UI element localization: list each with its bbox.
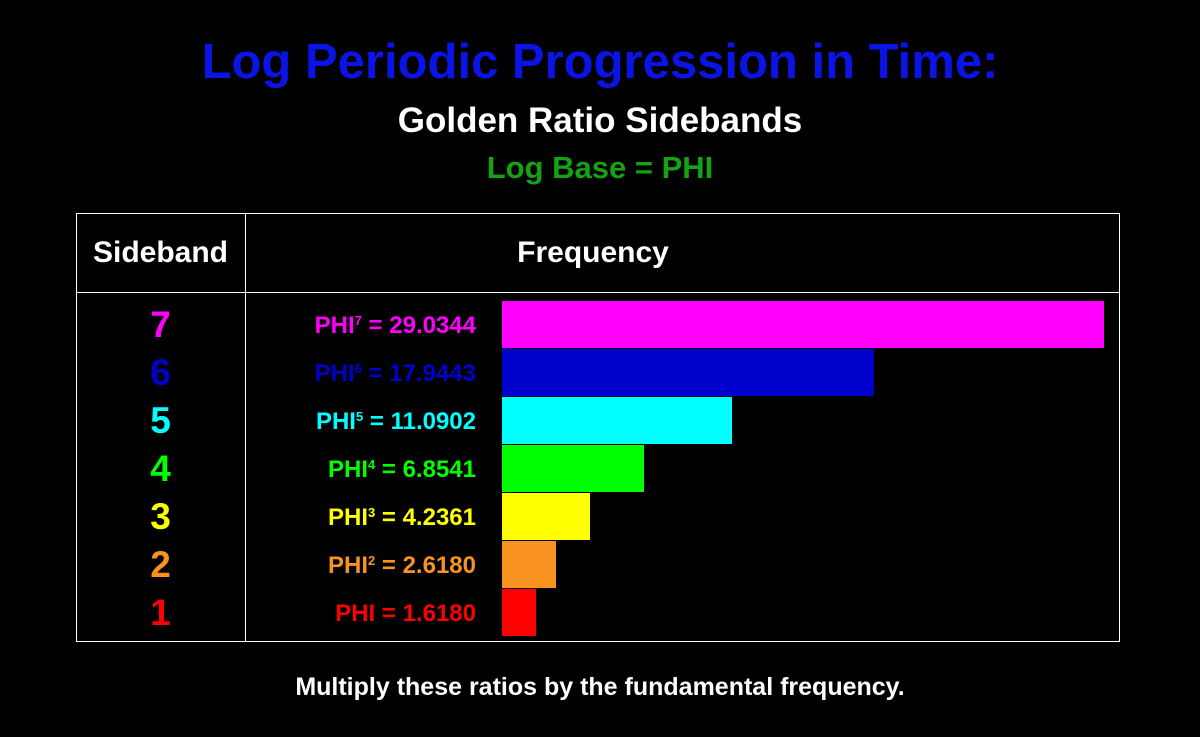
- label-base: PHI: [327, 456, 368, 483]
- sideband-column-header: Sideband: [92, 236, 228, 269]
- frequency-label: PHI4 = 6.8541: [250, 448, 476, 492]
- frequency-bar: [502, 445, 644, 492]
- header-divider: [76, 292, 1120, 293]
- sideband-number: 7: [150, 304, 171, 345]
- sideband-number: 5: [150, 400, 171, 441]
- frequency-bar: [502, 301, 1104, 348]
- frequency-bar: [502, 349, 874, 396]
- column-divider: [245, 213, 246, 642]
- label-exponent: 2: [368, 553, 376, 568]
- frequency-label: PHI7 = 29.0344: [250, 304, 476, 348]
- label-exponent: 3: [368, 505, 376, 520]
- sideband-number: 1: [150, 592, 171, 633]
- label-value: = 4.2361: [375, 504, 476, 531]
- chart-title: Log Periodic Progression in Time:: [201, 35, 999, 89]
- frequency-bar: [502, 589, 536, 636]
- frequency-label: PHI6 = 17.9443: [250, 352, 476, 396]
- label-base: PHI: [327, 552, 368, 579]
- label-exponent: 4: [368, 457, 376, 472]
- frequency-label: PHI = 1.6180: [250, 592, 476, 636]
- frequency-column-header: Frequency: [517, 236, 669, 269]
- label-base: PHI: [314, 360, 355, 387]
- label-base: PHI: [335, 600, 376, 627]
- label-value: = 1.6180: [375, 600, 476, 627]
- label-exponent: 5: [355, 409, 364, 424]
- sideband-number: 3: [150, 496, 171, 537]
- label-value: = 11.0902: [363, 408, 476, 435]
- frequency-bar: [502, 397, 732, 444]
- label-base: PHI: [327, 504, 368, 531]
- sideband-number: 4: [150, 448, 171, 489]
- frequency-label: PHI3 = 4.2361: [250, 496, 476, 540]
- label-value: = 2.6180: [375, 552, 476, 579]
- label-value: = 17.9443: [361, 360, 476, 387]
- label-exponent: 6: [354, 361, 362, 376]
- label-exponent: 7: [354, 313, 362, 328]
- sideband-number: 2: [150, 544, 171, 585]
- footer-note: Multiply these ratios by the fundamental…: [295, 673, 905, 701]
- frequency-label: PHI2 = 2.6180: [250, 544, 476, 588]
- frequency-bar: [502, 541, 556, 588]
- chart-subtitle: Golden Ratio Sidebands: [397, 101, 803, 140]
- label-base: PHI: [314, 312, 355, 339]
- label-value: = 6.8541: [375, 456, 476, 483]
- sideband-number: 6: [150, 352, 171, 393]
- log-base-label: Log Base = PHI: [486, 150, 714, 185]
- table-frame: [76, 213, 1120, 642]
- frequency-bar: [502, 493, 590, 540]
- frequency-label: PHI5 = 11.0902: [250, 400, 476, 444]
- label-base: PHI: [315, 408, 356, 435]
- label-value: = 29.0344: [361, 312, 476, 339]
